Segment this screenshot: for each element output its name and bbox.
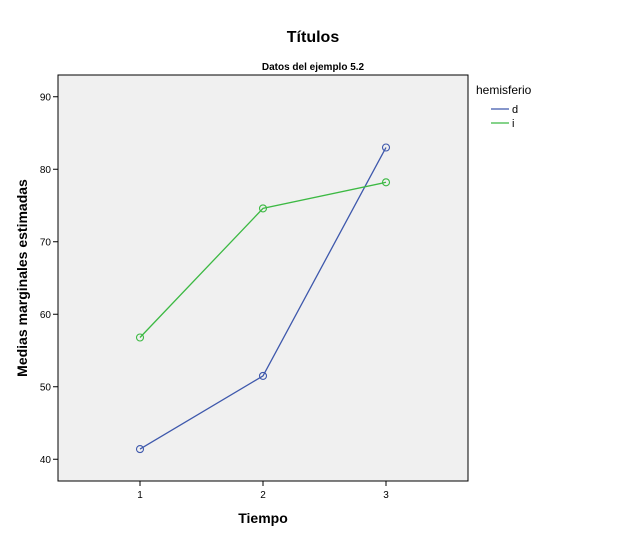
data-point-i (381, 178, 391, 187)
series-layer (135, 143, 391, 454)
series-line-d (139, 147, 387, 450)
x-axis-label: Tiempo (238, 510, 288, 526)
x-axis: 1 2 3 (137, 481, 389, 501)
y-tick-label: 70 (40, 237, 52, 248)
x-tick-label: 2 (260, 490, 266, 501)
chart-title: Títulos (287, 29, 340, 46)
y-tick-label: 40 (40, 455, 52, 466)
plot-area (57, 74, 469, 482)
data-point-d (381, 143, 391, 152)
y-tick-label: 60 (40, 310, 52, 321)
legend-title: hemisferio (476, 83, 532, 97)
y-tick-label: 80 (40, 165, 52, 176)
legend: hemisferio di (476, 83, 532, 130)
legend-label-d: d (512, 104, 518, 116)
y-tick-label: 90 (40, 92, 52, 103)
y-axis-label: Medias marginales estimadas (14, 179, 30, 377)
chart-subtitle: Datos del ejemplo 5.2 (262, 62, 365, 73)
x-tick-label: 3 (383, 490, 389, 501)
legend-label-i: i (512, 118, 514, 130)
data-point-i (135, 333, 145, 342)
data-point-d (258, 371, 268, 380)
data-point-d (135, 445, 145, 454)
y-tick-label: 50 (40, 382, 52, 393)
data-point-i (258, 204, 268, 213)
y-axis: 40 50 60 70 80 90 (40, 92, 58, 466)
x-tick-label: 1 (137, 490, 143, 501)
series-line-i (139, 181, 387, 338)
